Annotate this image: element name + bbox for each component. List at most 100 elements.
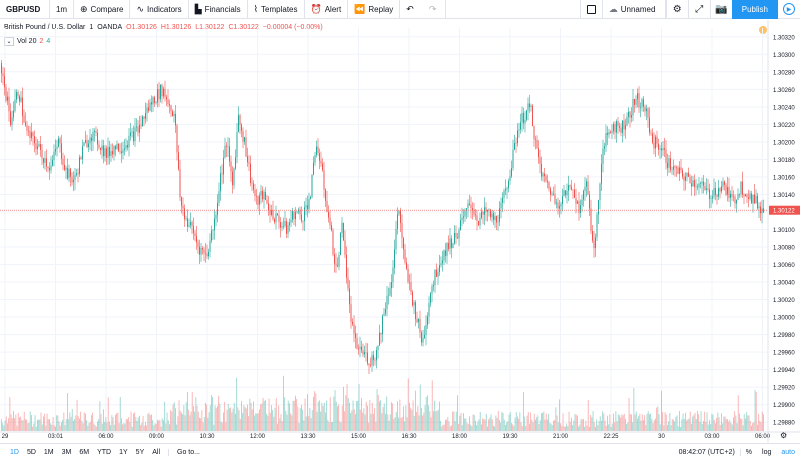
- range-1d[interactable]: 1D: [10, 449, 19, 456]
- candle-body: [511, 168, 512, 177]
- volume-bar: [599, 416, 601, 431]
- range-ytd[interactable]: YTD: [97, 449, 112, 456]
- candle-body: [235, 157, 236, 169]
- log-toggle[interactable]: log: [762, 449, 772, 456]
- volume-bar: [652, 423, 654, 431]
- goto-button[interactable]: Go to...: [168, 449, 208, 456]
- settings-button[interactable]: ⚙: [665, 0, 688, 19]
- volume-bar: [598, 420, 600, 431]
- volume-bar: [484, 419, 486, 431]
- candle-body: [466, 208, 467, 211]
- candle-body: [749, 193, 751, 199]
- volume-bar: [403, 406, 404, 431]
- volume-bar: [701, 423, 703, 431]
- volume-bar: [299, 408, 301, 431]
- replay-button[interactable]: ⏪ Replay: [348, 0, 401, 19]
- volume-bar: [329, 397, 331, 431]
- percent-toggle[interactable]: %: [745, 449, 753, 456]
- undo-button[interactable]: ↶: [400, 0, 423, 19]
- range-6m[interactable]: 6M: [79, 449, 90, 456]
- financials-button[interactable]: ▙ Financials: [189, 0, 248, 19]
- candle-body: [410, 282, 412, 292]
- interval-button[interactable]: 1m: [50, 0, 74, 19]
- candle-body: [607, 132, 608, 135]
- fullscreen-button[interactable]: ⤢: [687, 0, 710, 19]
- range-3m[interactable]: 3M: [61, 449, 72, 456]
- volume-bar: [221, 422, 223, 431]
- volume-bar: [176, 424, 178, 431]
- volume-bar: [14, 418, 16, 431]
- candle-body: [397, 214, 398, 229]
- auto-scale-toggle[interactable]: auto: [781, 449, 795, 456]
- volume-bar: [445, 419, 446, 431]
- volume-bar: [691, 423, 692, 431]
- price-chart[interactable]: 1.30320 1.30300 1.30280 1.30260 1.30240 1.302…: [0, 20, 800, 443]
- range-1m[interactable]: 1M: [43, 449, 54, 456]
- price-tick-label: 1.30280: [773, 70, 795, 76]
- candle-body: [313, 162, 314, 175]
- alert-button[interactable]: ⏰ Alert: [305, 0, 349, 19]
- volume-bar: [386, 396, 388, 431]
- range-5d[interactable]: 5D: [26, 449, 36, 456]
- candle-body: [76, 173, 77, 175]
- volume-bar: [525, 425, 527, 431]
- range-all[interactable]: All: [152, 449, 161, 456]
- volume-bar: [289, 403, 290, 431]
- candle-body: [179, 168, 181, 198]
- volume-bar: [705, 421, 707, 431]
- price-tick-label: 1.29940: [773, 368, 795, 374]
- volume-bar: [475, 420, 476, 431]
- candle-body: [409, 281, 410, 283]
- volume-bar: [284, 397, 286, 431]
- candle-body: [565, 190, 566, 196]
- publish-button[interactable]: Publish: [731, 0, 778, 19]
- indicators-button[interactable]: ∿ Indicators: [130, 0, 189, 19]
- range-1y[interactable]: 1Y: [119, 449, 128, 456]
- candle-body: [155, 102, 157, 104]
- volume-bar: [425, 397, 427, 431]
- volume-bar: [713, 420, 715, 431]
- volume-bar: [160, 426, 162, 431]
- candle-body: [698, 183, 700, 188]
- volume-bar: [5, 416, 7, 431]
- candle-body: [712, 196, 713, 199]
- candle-body: [157, 89, 158, 103]
- volume-bar: [31, 415, 32, 431]
- multi-layout-checkbox[interactable]: [579, 0, 602, 19]
- redo-button[interactable]: ↷: [423, 0, 447, 19]
- candle-body: [722, 181, 724, 187]
- play-button[interactable]: ▶: [778, 0, 800, 19]
- symbol-search[interactable]: GBPUSD: [0, 0, 50, 19]
- volume-bar: [737, 395, 739, 431]
- volume-bar: [440, 420, 442, 431]
- volume-bar: [518, 418, 520, 431]
- clock-timezone[interactable]: 08:42:07 (UTC+2): [674, 449, 741, 456]
- candle-body: [385, 309, 386, 314]
- volume-bar: [519, 412, 521, 431]
- volume-bar: [731, 424, 733, 431]
- volume-bar: [651, 418, 653, 431]
- layout-name-button[interactable]: ☁ Unnamed: [601, 0, 666, 19]
- candle-body: [587, 181, 589, 195]
- volume-bar: [550, 423, 552, 431]
- indicators-label: Indicators: [147, 4, 182, 14]
- replay-label: Replay: [368, 4, 394, 14]
- candle-body: [664, 148, 665, 150]
- range-5y[interactable]: 5Y: [135, 449, 145, 456]
- candle-body: [755, 195, 757, 204]
- price-tick-label: 1.30080: [773, 246, 795, 252]
- volume-bar: [283, 375, 284, 431]
- candle-body: [89, 137, 91, 144]
- templates-button[interactable]: ⌇ Templates: [248, 0, 305, 19]
- volume-bar: [98, 419, 100, 431]
- candle-body: [538, 148, 539, 158]
- volume-bar: [536, 417, 538, 431]
- snapshot-button[interactable]: 📷: [709, 0, 732, 19]
- candle-body: [322, 163, 323, 171]
- volume-bar: [358, 384, 360, 431]
- candle-body: [562, 195, 563, 204]
- candle-body: [16, 92, 17, 100]
- compare-button[interactable]: ⊕ Compare: [74, 0, 131, 19]
- volume-bar: [467, 424, 469, 431]
- candle-body: [86, 140, 88, 148]
